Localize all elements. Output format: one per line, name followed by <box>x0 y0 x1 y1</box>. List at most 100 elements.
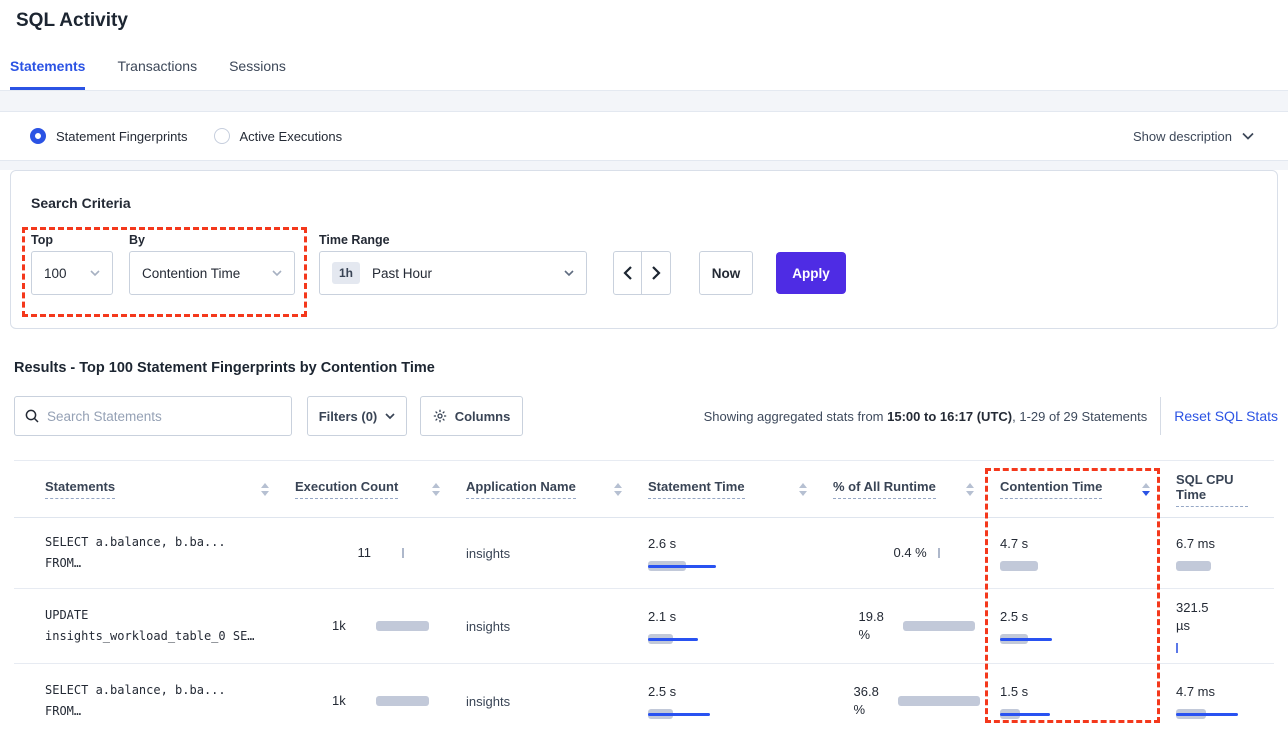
contention-time-cell: 4.7 s <box>1000 518 1176 588</box>
show-description-label: Show description <box>1133 128 1232 144</box>
cpu-time-cell: 6.7 ms <box>1176 518 1274 588</box>
gear-icon <box>433 409 446 423</box>
statement-time-bar <box>648 633 698 645</box>
show-description-toggle[interactable]: Show description <box>1133 112 1254 160</box>
by-select-value: Contention Time <box>142 265 241 281</box>
page-title: SQL Activity <box>16 10 128 31</box>
search-criteria-heading: Search Criteria <box>31 195 131 211</box>
stats-cluster: Showing aggregated stats from 15:00 to 1… <box>704 396 1278 436</box>
tab-sessions[interactable]: Sessions <box>229 58 286 74</box>
top-label: Top <box>31 233 53 247</box>
runtime-pct-cell: 36.8% <box>833 664 1000 735</box>
table-row[interactable]: SELECT a.balance, b.ba... FROM… 1k insigh… <box>14 664 1274 735</box>
sort-icon[interactable] <box>614 482 622 496</box>
execution-count-bar <box>376 620 429 632</box>
statements-table: Statements Execution Count Application N… <box>14 460 1274 735</box>
columns-button[interactable]: Columns <box>420 396 523 436</box>
filters-button[interactable]: Filters (0) <box>307 396 407 436</box>
table-row[interactable]: UPDATE insights_workload_table_0 SE… 1k i… <box>14 589 1274 664</box>
tab-transactions[interactable]: Transactions <box>117 58 198 74</box>
chevron-down-icon <box>564 269 574 277</box>
statement-time-cell: 2.1 s <box>648 589 833 663</box>
by-select[interactable]: Contention Time <box>129 251 295 295</box>
application-cell: insights <box>466 693 511 709</box>
view-mode-strip: Statement Fingerprints Active Executions… <box>0 111 1288 161</box>
statement-time-cell: 2.6 s <box>648 518 833 588</box>
top-select[interactable]: 100 <box>31 251 113 295</box>
cpu-time-cell: 4.7 ms <box>1176 664 1274 735</box>
contention-time-cell: 1.5 s <box>1000 664 1176 735</box>
execution-count-cell: 1k <box>295 589 466 663</box>
prev-time-button[interactable] <box>614 252 642 294</box>
execution-count-bar <box>401 547 404 559</box>
table-row[interactable]: SELECT a.balance, b.ba... FROM… 11 insigh… <box>14 518 1274 589</box>
filters-button-label: Filters (0) <box>318 408 378 424</box>
runtime-pct-cell: 19.8% <box>833 589 1000 663</box>
radio-active-executions[interactable]: Active Executions <box>213 128 342 144</box>
time-range-value: Past Hour <box>372 265 433 281</box>
search-input[interactable] <box>47 408 281 424</box>
chevron-down-icon <box>385 412 395 419</box>
radio-selected-icon[interactable] <box>30 128 46 144</box>
sort-icon[interactable] <box>966 482 974 496</box>
search-icon <box>25 409 39 423</box>
statement-cell[interactable]: UPDATE insights_workload_table_0 SE… <box>45 608 255 643</box>
cpu-time-bar <box>1176 560 1211 572</box>
statement-time-bar <box>648 708 710 720</box>
time-range-select[interactable]: 1h Past Hour <box>319 251 587 295</box>
execution-count-cell: 11 <box>295 518 466 588</box>
sort-icon[interactable] <box>799 482 807 496</box>
reset-sql-stats-link[interactable]: Reset SQL Stats <box>1174 408 1278 424</box>
sort-icon[interactable] <box>432 482 440 496</box>
tab-bar: Statements Transactions Sessions <box>10 58 286 90</box>
chevron-down-icon <box>1242 132 1254 140</box>
search-statements-box <box>14 396 292 436</box>
header-pct-all-runtime[interactable]: % of All Runtime <box>833 479 1000 499</box>
top-select-value: 100 <box>44 265 67 281</box>
cpu-time-cell: 321.5 µs <box>1176 589 1274 663</box>
statement-time-bar <box>648 560 716 572</box>
sort-icon[interactable] <box>261 482 269 496</box>
table-header-row: Statements Execution Count Application N… <box>14 461 1274 518</box>
statement-cell[interactable]: SELECT a.balance, b.ba... FROM… <box>45 535 226 570</box>
execution-count-bar <box>376 695 429 707</box>
aggregated-stats-text: Showing aggregated stats from 15:00 to 1… <box>703 408 1148 424</box>
search-criteria-card: Search Criteria Top 100 By Contention Ti… <box>10 170 1278 329</box>
header-contention-time[interactable]: Contention Time <box>1000 479 1176 499</box>
runtime-pct-bar <box>897 695 980 707</box>
vertical-divider <box>1160 397 1162 435</box>
application-cell: insights <box>466 618 511 634</box>
tabs-divider <box>0 90 1288 91</box>
radio-statement-fingerprints[interactable]: Statement Fingerprints <box>30 128 188 144</box>
sort-icon-active-desc[interactable] <box>1142 482 1150 496</box>
radio-label: Statement Fingerprints <box>56 128 188 144</box>
next-time-button[interactable] <box>642 252 670 294</box>
now-button[interactable]: Now <box>699 251 753 295</box>
cpu-time-bar <box>1176 642 1178 654</box>
header-statements[interactable]: Statements <box>45 479 295 499</box>
header-execution-count[interactable]: Execution Count <box>295 479 466 499</box>
chevron-down-icon <box>90 269 100 277</box>
columns-button-label: Columns <box>454 408 511 424</box>
by-label: By <box>129 233 145 247</box>
tab-statements[interactable]: Statements <box>10 58 86 90</box>
runtime-pct-cell: 0.4 % <box>833 518 1000 588</box>
runtime-pct-bar <box>937 547 940 559</box>
execution-count-cell: 1k <box>295 664 466 735</box>
time-range-label: Time Range <box>319 233 390 247</box>
header-sql-cpu-time[interactable]: SQL CPU Time <box>1176 472 1274 507</box>
contention-time-bar <box>1000 708 1050 720</box>
application-cell: insights <box>466 545 511 561</box>
radio-unselected-icon[interactable] <box>213 128 230 144</box>
time-nav-group <box>613 251 671 295</box>
header-statement-time[interactable]: Statement Time <box>648 479 833 499</box>
cpu-time-bar <box>1176 708 1238 720</box>
statement-time-cell: 2.5 s <box>648 664 833 735</box>
contention-time-cell: 2.5 s <box>1000 589 1176 663</box>
statement-cell[interactable]: SELECT a.balance, b.ba... FROM… <box>45 683 226 718</box>
apply-button[interactable]: Apply <box>776 252 846 294</box>
runtime-pct-bar <box>902 620 975 632</box>
results-heading: Results - Top 100 Statement Fingerprints… <box>14 360 435 376</box>
header-application-name[interactable]: Application Name <box>466 479 648 499</box>
